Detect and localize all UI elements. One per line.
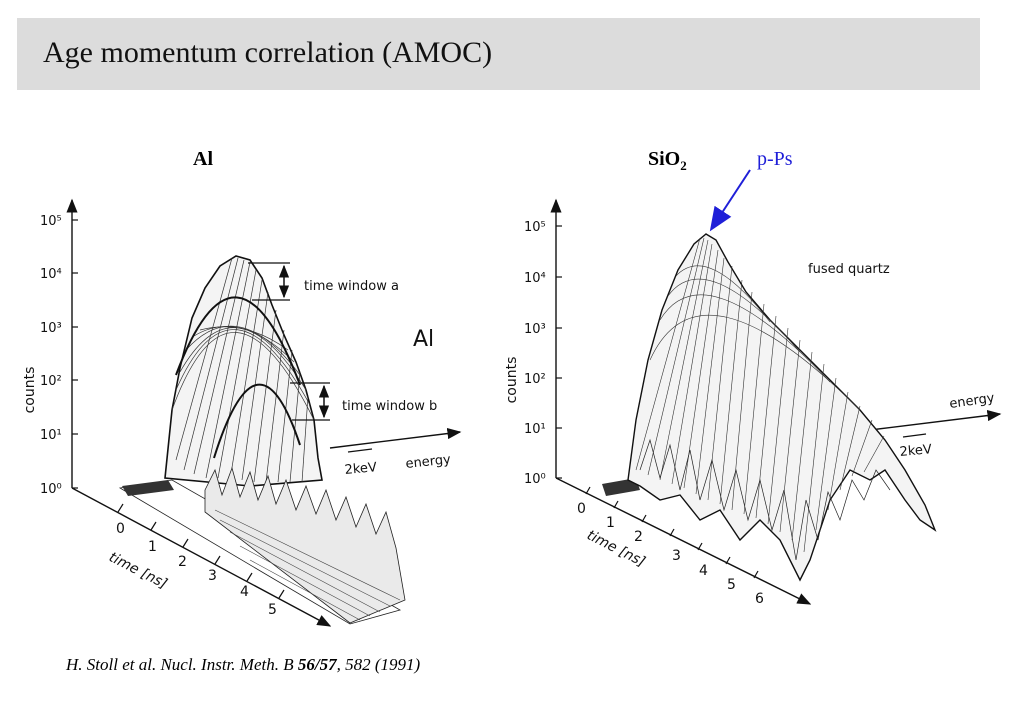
al-contour-b [213, 383, 301, 459]
right-y-tick-4: 10⁴ [524, 271, 546, 286]
left-time-tick-0: 0 [116, 521, 125, 537]
right-time-tick-0: 0 [577, 501, 586, 517]
left-time-tick-1: 1 [148, 539, 157, 555]
right-time-tick-6: 6 [755, 591, 764, 607]
slide-title: Age momentum correlation (AMOC) [43, 36, 493, 69]
right-time-tick-5: 5 [727, 577, 736, 593]
citation-rest: , 582 (1991) [336, 655, 421, 674]
time-window-b-bracket [290, 382, 330, 421]
left-time-tick-3: 3 [208, 568, 217, 584]
left-y-tick-5: 10⁵ [40, 214, 62, 229]
left-y-tick-3: 10³ [40, 321, 62, 336]
right-panel-header-sub: 2 [680, 158, 687, 173]
right-energy-label: energy [948, 391, 995, 412]
left-y-tick-2: 10² [40, 374, 62, 389]
left-floor-shadow [122, 480, 174, 496]
right-time-tick-marks [585, 486, 759, 579]
p-ps-callout-arrow [709, 169, 751, 232]
right-plot: 10⁰ 10¹ 10² 10³ 10⁴ 10⁵ counts 0 1 2 3 4… [504, 169, 1002, 607]
right-time-tick-3: 3 [672, 548, 681, 564]
left-energy-scale: 2keV [344, 460, 378, 478]
right-y-tick-marks [556, 225, 562, 479]
right-panel-header: SiO2 [648, 148, 687, 174]
right-y-tick-1: 10¹ [524, 422, 546, 437]
left-inset-label: Al [413, 327, 434, 352]
left-time-axis-label: time [ns] [106, 549, 170, 592]
al-contour-a [175, 296, 301, 386]
left-energy-scale-bar [347, 448, 373, 453]
right-time-tick-1: 1 [606, 515, 615, 531]
al-peak-surface [164, 255, 323, 487]
left-y-tick-0: 10⁰ [40, 482, 62, 497]
right-time-tick-4: 4 [699, 563, 708, 579]
time-window-a-label: time window a [304, 279, 399, 294]
left-plot: 10⁰ 10¹ 10² 10³ 10⁴ 10⁵ counts 0 1 2 3 4… [22, 198, 462, 627]
right-energy-scale-bar [902, 433, 927, 438]
right-y-tick-3: 10³ [524, 322, 546, 337]
right-energy-axis [869, 409, 1002, 431]
left-time-tick-5: 5 [268, 602, 277, 618]
left-y-axis-label: counts [22, 367, 38, 414]
right-y-tick-5: 10⁵ [524, 220, 546, 235]
sio2-peak-surface [627, 233, 937, 582]
time-window-a-bracket [248, 262, 290, 301]
citation-volume: 56/57 [297, 655, 337, 674]
p-ps-callout-label: p-Ps [757, 148, 793, 170]
left-y-tick-4: 10⁴ [40, 267, 62, 282]
right-panel-header-main: SiO [648, 148, 681, 170]
title-bar: Age momentum correlation (AMOC) [17, 18, 980, 90]
left-time-tick-4: 4 [240, 584, 249, 600]
right-time-tick-2: 2 [634, 529, 643, 545]
time-window-b-label: time window b [342, 399, 437, 414]
left-energy-label: energy [405, 452, 452, 472]
left-y-tick-marks [72, 219, 78, 489]
al-noise-tail [204, 466, 406, 624]
citation-authors: H. Stoll et al. Nucl. Instr. Meth. B [66, 655, 298, 674]
right-y-axis-label: counts [504, 357, 520, 404]
sio2-noise-edge [639, 438, 891, 561]
citation: H. Stoll et al. Nucl. Instr. Meth. B 56/… [66, 655, 420, 675]
left-time-axis [71, 487, 332, 627]
al-tail-mesh [214, 509, 401, 621]
left-time-tick-marks [117, 503, 285, 599]
right-y-tick-2: 10² [524, 372, 546, 387]
left-panel-header: Al [193, 148, 213, 170]
right-floor-shadow [602, 478, 640, 496]
right-time-axis [555, 477, 812, 605]
right-inset-label: fused quartz [808, 262, 890, 277]
left-y-tick-1: 10¹ [40, 428, 62, 443]
right-y-tick-0: 10⁰ [524, 472, 546, 487]
right-energy-scale: 2keV [899, 442, 933, 460]
left-energy-axis [329, 427, 462, 449]
left-time-tick-2: 2 [178, 554, 187, 570]
